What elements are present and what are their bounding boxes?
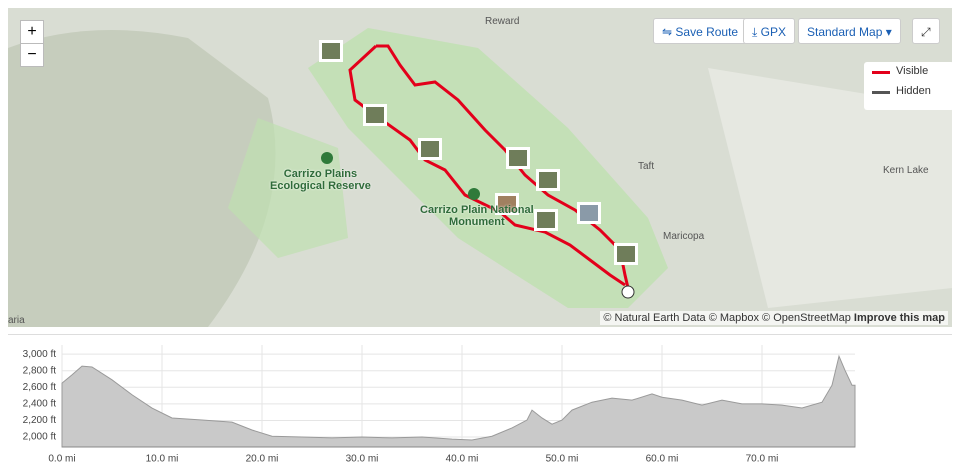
monument-label: Carrizo Plain National Monument [420, 204, 534, 228]
label-line: Monument [449, 216, 505, 228]
place-label: Maricopa [663, 231, 705, 242]
x-tick-label: 20.0 mi [246, 454, 279, 465]
elevation-chart: 2,000 ft 2,200 ft 2,400 ft 2,600 ft 2,800 ft… [23, 345, 856, 465]
zoom-out[interactable]: − [20, 43, 44, 67]
place-label: aria [8, 315, 25, 326]
gpx-button[interactable]: ⤓ GPX [743, 18, 795, 44]
place-label: Kern Lake [883, 165, 929, 176]
button-text: Standard Map [807, 25, 883, 39]
y-tick-label: 2,000 ft [23, 432, 57, 443]
y-tick-label: 3,000 ft [23, 349, 57, 360]
legend-label: Visible [896, 65, 929, 77]
y-tick-label: 2,600 ft [23, 382, 57, 393]
elevation-area [61, 354, 856, 448]
zoom-in[interactable]: + [20, 20, 44, 44]
y-tick-label: 2,400 ft [23, 399, 57, 410]
attribution: © Natural Earth Data © Mapbox © OpenStre… [600, 311, 948, 325]
map-style-button[interactable]: Standard Map ▾ [798, 18, 901, 44]
label-line: Carrizo Plain National [420, 204, 534, 216]
reserve-label: Carrizo Plains Ecological Reserve [270, 168, 371, 192]
x-tick-label: 10.0 mi [146, 454, 179, 465]
place-label: Taft [638, 161, 655, 172]
place-label: Reward [485, 16, 520, 27]
y-tick-label: 2,200 ft [23, 415, 57, 426]
x-tick-label: 0.0 mi [48, 454, 75, 465]
label-line: Carrizo Plains [283, 168, 358, 180]
button-text: GPX [760, 25, 786, 39]
x-tick-label: 30.0 mi [346, 454, 379, 465]
legend-label: Hidden [896, 85, 931, 97]
legend: Visible Hidden [864, 62, 952, 110]
save-route-button[interactable]: ⇋ Save Route [653, 18, 748, 44]
map-base [8, 28, 952, 327]
x-tick-label: 40.0 mi [446, 454, 479, 465]
x-tick-label: 50.0 mi [546, 454, 579, 465]
resize-handle[interactable] [8, 328, 952, 335]
button-text: Save Route [675, 25, 739, 39]
attribution-text: © Natural Earth Data © Mapbox © OpenStre… [603, 312, 851, 324]
x-tick-label: 60.0 mi [646, 454, 679, 465]
y-tick-label: 2,800 ft [23, 365, 57, 376]
label-line: Ecological Reserve [270, 180, 371, 192]
fullscreen-button[interactable]: ⤢ [912, 18, 940, 44]
x-tick-label: 70.0 mi [746, 454, 779, 465]
map[interactable]: Reward Taft Kern Lake Maricopa aria Carr… [8, 8, 952, 327]
improve-link[interactable]: Improve this map [853, 312, 945, 324]
